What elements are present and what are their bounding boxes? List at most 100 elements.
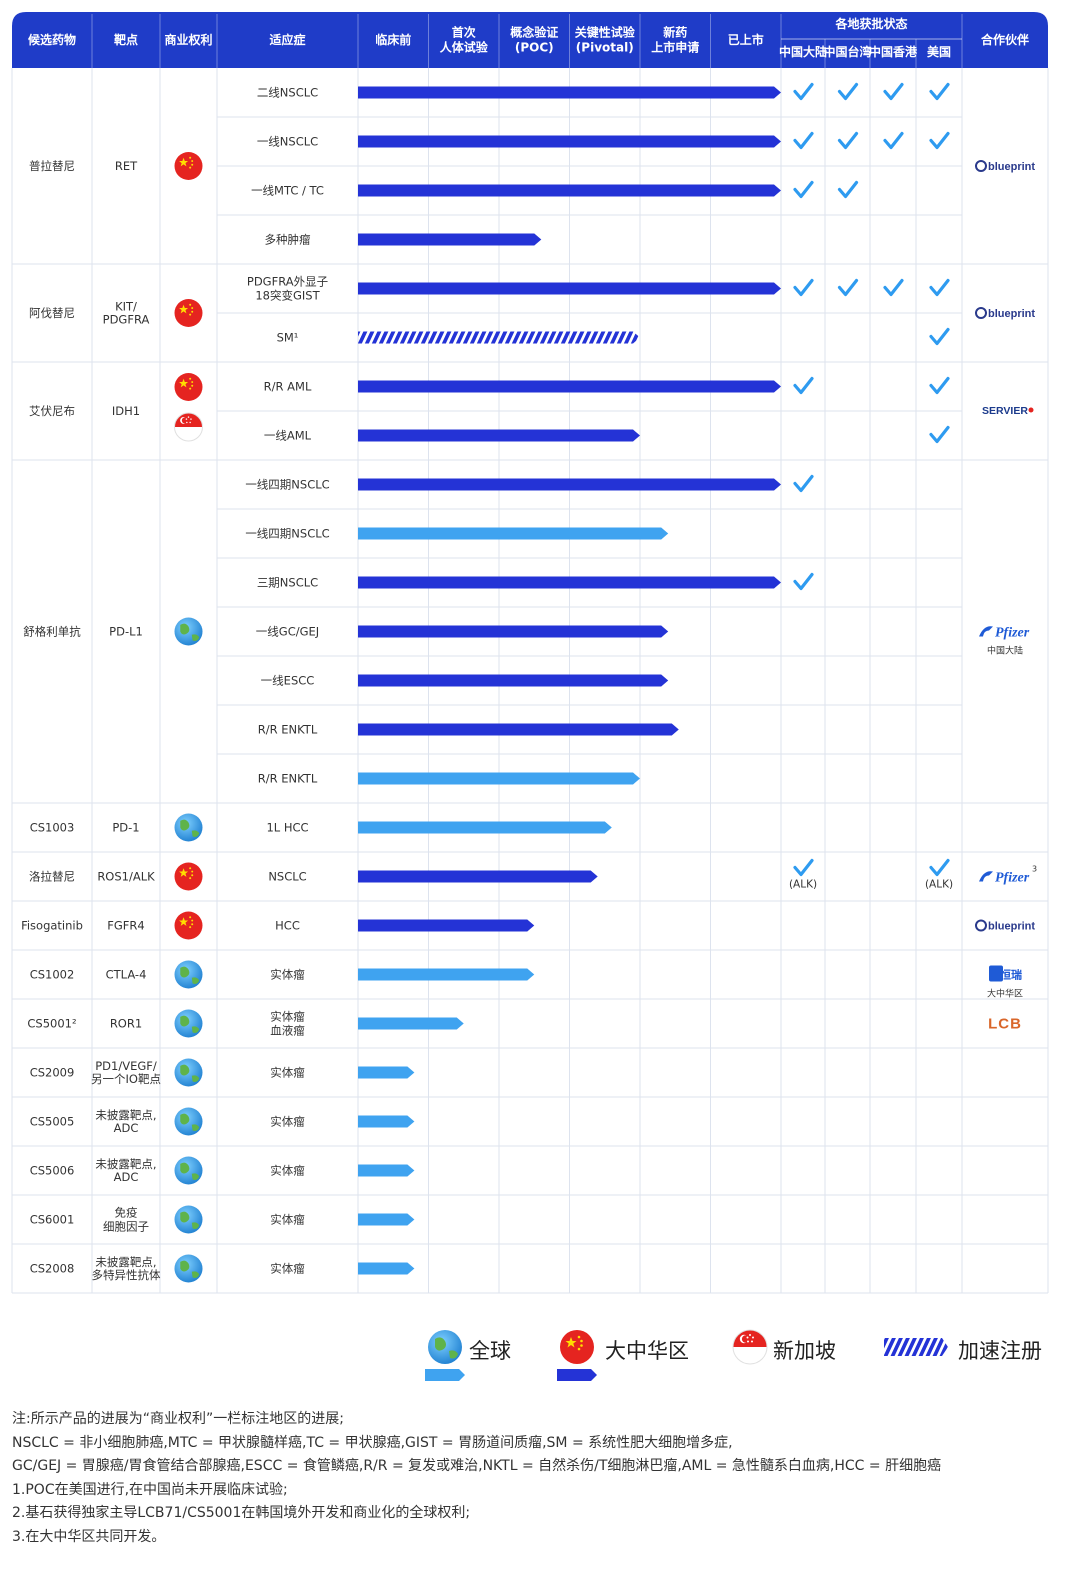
drug-name: 普拉替尼 — [29, 159, 75, 173]
indication-label: 一线MTC / TC — [251, 184, 324, 198]
header-phase: 新药上市申请 — [651, 25, 699, 55]
drug-name: 洛拉替尼 — [29, 870, 75, 884]
indication-label: NSCLC — [268, 870, 306, 884]
legend-label-singapore: 新加坡 — [773, 1339, 836, 1363]
globe-icon — [174, 617, 203, 646]
check-icon — [929, 425, 950, 444]
drug-name: Fisogatinib — [21, 919, 83, 933]
partner-logo: SERVIER — [982, 405, 1034, 417]
header-phase: 关键性试验(Pivotal) — [575, 25, 636, 55]
target-name: CTLA-4 — [106, 968, 147, 982]
header-approval-group: 各地获批状态 — [834, 16, 907, 31]
china-flag-icon — [174, 373, 203, 401]
check-icon — [837, 131, 859, 150]
target-name: PD-L1 — [109, 625, 143, 639]
check-icon — [837, 180, 859, 199]
check-icon — [793, 278, 814, 297]
partner-logo: blueprint — [975, 307, 1035, 320]
drug-name: CS5001² — [27, 1017, 76, 1031]
indication-label: R/R ENKTL — [258, 772, 318, 786]
footnote-line: NSCLC = 非小细胞肺癌,MTC = 甲状腺髓样癌,TC = 甲状腺癌,GI… — [12, 1434, 733, 1451]
progress-bar — [358, 331, 640, 344]
indication-label: 实体瘤血液瘤 — [270, 1009, 305, 1037]
globe-icon — [174, 1058, 203, 1087]
approval-note: (ALK) — [789, 879, 817, 891]
progress-bars — [358, 86, 781, 1275]
drug-name: 舒格利单抗 — [23, 625, 81, 639]
singapore-flag-icon — [732, 1329, 768, 1365]
progress-bar — [358, 772, 640, 785]
check-icon — [929, 131, 950, 150]
progress-bar — [358, 625, 669, 638]
target-name: KIT/PDGFRA — [103, 299, 150, 326]
partner-logo-text: LCB — [988, 1016, 1022, 1033]
indication-label: HCC — [275, 919, 300, 933]
header-drug: 候选药物 — [28, 32, 76, 47]
progress-bar — [358, 919, 535, 932]
header-region: 中国台湾 — [823, 44, 871, 59]
partner-logo-text: Pfizer — [995, 871, 1030, 886]
progress-bar — [358, 478, 781, 491]
progress-bar — [358, 674, 669, 687]
partner-logo-text: 恒瑞 — [1000, 968, 1022, 982]
progress-bar — [358, 1017, 464, 1030]
header-region: 美国 — [927, 44, 951, 59]
check-icon — [837, 278, 859, 297]
check-icon — [883, 131, 904, 150]
progress-bar — [358, 821, 612, 834]
partner-logo: blueprint — [975, 919, 1035, 933]
check-icon — [883, 82, 904, 101]
indication-label: PDGFRA外显子 18突变GIST — [247, 274, 328, 302]
check-icon — [793, 858, 814, 877]
progress-bar — [358, 870, 598, 883]
legend-label-global: 全球 — [469, 1339, 511, 1363]
indication-label: 一线GC/GEJ — [256, 625, 319, 639]
header-region: 中国大陆 — [779, 44, 827, 59]
indication-label: 实体瘤 — [270, 1213, 305, 1227]
table-cells: 普拉替尼 RET blueprint 二线NSCLC 一线NSCLC 一线MTC / TC… — [21, 82, 1037, 1283]
indication-label: 一线AML — [264, 429, 312, 443]
progress-bar — [358, 527, 669, 540]
progress-bar — [358, 1262, 415, 1275]
china-flag-icon — [174, 299, 203, 327]
progress-bar — [358, 1164, 415, 1177]
indication-label: 一线四期NSCLC — [245, 478, 329, 492]
progress-bar — [358, 1115, 415, 1128]
target-name: IDH1 — [112, 404, 140, 418]
target-name: 未披露靶点,多特异性抗体 — [92, 1255, 161, 1282]
indication-label: SM¹ — [277, 331, 299, 345]
china-flag-icon — [174, 862, 203, 891]
check-icon — [793, 572, 814, 591]
indication-label: 实体瘤 — [270, 968, 305, 982]
progress-bar — [358, 1213, 415, 1226]
globe-icon — [174, 813, 203, 842]
partner-logo-text: SERVIER — [982, 405, 1028, 417]
footnote-line: 3.在大中华区共同开发。 — [12, 1528, 166, 1545]
check-icon — [929, 376, 950, 395]
drug-name: 艾伏尼布 — [29, 404, 75, 418]
target-name: 未披露靶点, ADC — [95, 1108, 156, 1135]
drug-name: CS1003 — [30, 821, 75, 835]
accelerated-hatch-icon — [884, 1338, 948, 1356]
target-name: PD1/VEGF/另一个IO靶点 — [91, 1059, 161, 1086]
drug-name: CS1002 — [30, 968, 75, 982]
globe-icon — [174, 1156, 203, 1185]
legend-label-china: 大中华区 — [605, 1339, 689, 1363]
progress-bar — [358, 968, 535, 981]
legend: 全球 大中华区 — [0, 1325, 1080, 1385]
check-icon — [793, 376, 814, 395]
progress-bar — [358, 1066, 415, 1079]
header-phase: 概念验证(POC) — [510, 25, 558, 55]
indication-label: 三期NSCLC — [257, 576, 318, 590]
globe-icon — [428, 1330, 462, 1364]
target-name: RET — [115, 159, 138, 173]
target-name: 未披露靶点, ADC — [95, 1157, 156, 1184]
footnote-line: GC/GEJ = 胃腺癌/胃食管结合部腺癌,ESCC = 食管鳞癌,R/R = … — [12, 1458, 942, 1474]
check-icon — [929, 82, 950, 101]
partner-logo-text: blueprint — [988, 161, 1035, 173]
check-icon — [929, 858, 950, 877]
header-indication: 适应症 — [269, 32, 305, 47]
indication-label: 实体瘤 — [270, 1115, 305, 1129]
globe-icon — [174, 1205, 203, 1234]
